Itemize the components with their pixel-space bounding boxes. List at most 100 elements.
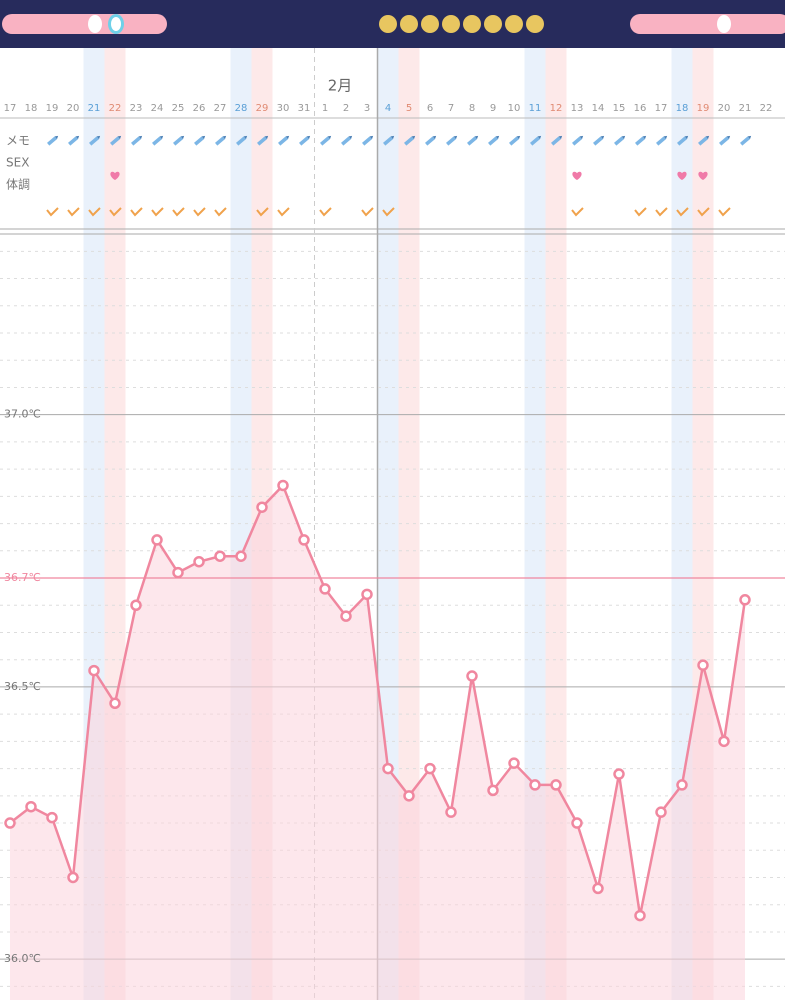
memo-icon-tip xyxy=(369,135,374,140)
memo-icon-body xyxy=(47,136,57,146)
x-tick-label: 19 xyxy=(46,103,59,114)
heart-icon xyxy=(698,171,708,180)
x-tick-label: 24 xyxy=(151,103,164,114)
check-icon xyxy=(151,207,164,217)
point xyxy=(130,599,142,611)
memo-icon-body xyxy=(236,136,246,146)
memo-icon-tip xyxy=(495,135,500,140)
memo-icon-tip xyxy=(642,135,647,140)
memo-icon-tip xyxy=(390,135,395,140)
memo-icon-tip xyxy=(264,135,269,140)
memo-icon-body xyxy=(593,136,603,146)
point xyxy=(529,779,541,791)
memo-icon-tip xyxy=(138,135,143,140)
point xyxy=(340,610,352,622)
memo-icon xyxy=(425,135,437,146)
y-tick-label: 37.0℃ xyxy=(4,408,41,421)
memo-icon-body xyxy=(740,136,750,146)
memo-icon xyxy=(236,135,248,146)
check-icon xyxy=(697,207,710,217)
check-icon xyxy=(655,207,668,217)
memo-icon xyxy=(278,135,290,146)
check-icon xyxy=(277,207,290,217)
y-tick-label: 36.0℃ xyxy=(4,952,41,965)
point xyxy=(697,659,709,671)
memo-icon-body xyxy=(530,136,540,146)
x-tick-label: 19 xyxy=(697,103,710,114)
heart-icon xyxy=(677,171,687,180)
memo-icon-body xyxy=(614,136,624,146)
memo-icon-tip xyxy=(243,135,248,140)
point xyxy=(25,800,37,813)
check-icon xyxy=(634,207,647,217)
memo-icon-body xyxy=(173,136,183,146)
check-icon xyxy=(193,207,206,217)
memo-icon-body xyxy=(509,136,519,146)
memo-icon-tip xyxy=(474,135,479,140)
check-icon xyxy=(571,207,584,217)
memo-icon-tip xyxy=(96,135,101,140)
memo-icon-body xyxy=(488,136,498,146)
line xyxy=(9,483,747,916)
moon-icons xyxy=(379,15,544,33)
memo-icon xyxy=(383,135,395,146)
egg-icon xyxy=(717,15,731,33)
memo-icon-body xyxy=(383,136,393,146)
memo-icon-body xyxy=(89,136,99,146)
point xyxy=(277,479,289,492)
memo-icon-tip xyxy=(432,135,437,140)
memo-icon xyxy=(593,135,605,146)
memo-icon xyxy=(68,135,80,146)
memo-icon-body xyxy=(257,136,267,146)
memo-icon xyxy=(698,135,710,146)
memo-icon xyxy=(509,135,521,146)
point xyxy=(235,550,247,562)
check-icon xyxy=(109,207,122,217)
pill-left xyxy=(2,14,167,34)
memo-icon xyxy=(173,135,185,146)
x-tick-label: 5 xyxy=(406,103,412,114)
area xyxy=(10,485,745,1000)
x-tick-label: 6 xyxy=(427,103,433,114)
memo-icon xyxy=(719,135,731,146)
point xyxy=(88,664,100,677)
check-icon xyxy=(88,207,101,217)
memo-icon-body xyxy=(152,136,162,146)
memo-icon-tip xyxy=(117,135,122,140)
x-tick-label: 8 xyxy=(469,103,475,114)
y-tick-label: 36.5℃ xyxy=(4,680,41,693)
memo-icon xyxy=(194,135,206,146)
check-icon xyxy=(46,207,59,217)
cover-line-label: 36.7℃ xyxy=(4,571,41,584)
memo-icon-body xyxy=(194,136,204,146)
point xyxy=(739,594,751,606)
x-tick-label: 4 xyxy=(385,103,391,114)
memo-icon-tip xyxy=(684,135,689,140)
point xyxy=(67,871,79,884)
memo-icon-tip xyxy=(411,135,416,140)
memo-icon-body xyxy=(110,136,120,146)
point xyxy=(382,762,394,775)
memo-icon-tip xyxy=(579,135,584,140)
point xyxy=(4,817,16,829)
x-tick-label: 15 xyxy=(613,103,626,114)
memo-icon-tip xyxy=(327,135,332,140)
memo-icon-tip xyxy=(726,135,731,140)
x-tick-label: 12 xyxy=(550,103,563,114)
x-tick-label: 18 xyxy=(25,103,38,114)
memo-icon-body xyxy=(278,136,288,146)
x-tick-label: 10 xyxy=(508,103,521,114)
check-icon xyxy=(319,207,332,217)
memo-icon-body xyxy=(572,136,582,146)
check-icon xyxy=(172,207,185,217)
memo-icon-tip xyxy=(159,135,164,140)
pill-right xyxy=(630,14,785,34)
x-tick-label: 20 xyxy=(67,103,80,114)
point xyxy=(193,555,205,568)
memo-icon-tip xyxy=(663,135,668,140)
memo-icon xyxy=(404,135,416,146)
memo-icon-body xyxy=(215,136,225,146)
x-tick-label: 28 xyxy=(235,103,248,114)
